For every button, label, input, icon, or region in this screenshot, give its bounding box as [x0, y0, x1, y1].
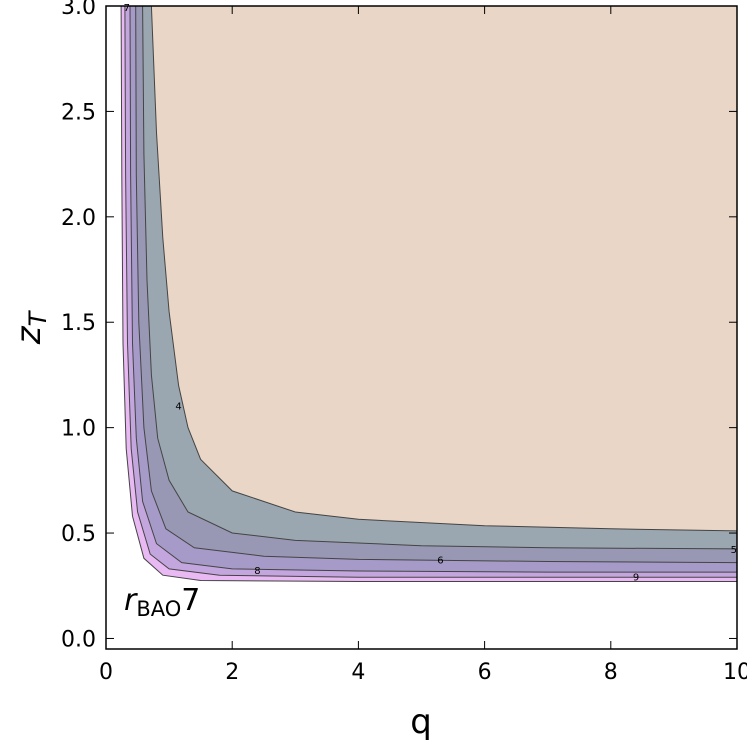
x-tick-label-0: 0 — [99, 660, 113, 685]
plot-frame — [105, 5, 738, 650]
x-axis-label: q — [410, 702, 432, 742]
y-tick-label-0: 0.0 — [61, 627, 96, 652]
contour-labels: 4 5 6 7 8 9 — [124, 3, 737, 583]
annotation-sub: BAO — [136, 597, 181, 621]
region-top — [151, 6, 737, 531]
contour-label-4: 4 — [175, 402, 181, 413]
annotation-main: r — [124, 583, 138, 618]
contour-label-6: 6 — [437, 555, 443, 566]
x-tick-label-2: 4 — [351, 660, 365, 685]
axis-ticks — [105, 5, 738, 649]
y-tick-label-5: 2.5 — [61, 100, 96, 125]
y-axis-label: zT — [9, 309, 52, 345]
axis-tick-labels: 0 2 4 6 8 10 0.0 0.5 1.0 1.5 2.0 2.5 3.0 — [61, 0, 747, 685]
x-tick-label-3: 6 — [478, 660, 492, 685]
contour-label-8: 8 — [254, 566, 260, 577]
contour-lines — [120, 6, 737, 582]
y-tick-label-1: 0.5 — [61, 522, 96, 547]
contour-label-5: 5 — [731, 545, 737, 556]
contour-line-9 — [120, 6, 737, 582]
plot-annotation: rBAO7 — [124, 583, 200, 621]
x-tick-label-4: 8 — [604, 660, 618, 685]
annotation-suffix: 7 — [181, 583, 200, 618]
contour-label-7: 7 — [124, 3, 130, 14]
contour-label-9: 9 — [633, 572, 639, 583]
y-tick-label-6: 3.0 — [61, 0, 96, 20]
contour-line-4 — [150, 6, 737, 532]
y-tick-label-2: 1.0 — [61, 417, 96, 442]
contour-regions — [106, 6, 737, 649]
x-tick-label-1: 2 — [225, 660, 239, 685]
contour-line-6 — [135, 6, 737, 564]
y-tick-label-4: 2.0 — [61, 206, 96, 231]
x-tick-label-5: 10 — [723, 660, 747, 685]
contour-line-8 — [124, 6, 737, 578]
y-tick-label-3: 1.5 — [61, 311, 96, 336]
y-axis-label-main: z — [9, 325, 49, 345]
y-axis-label-sub: T — [24, 309, 52, 326]
contour-line-5 — [142, 6, 737, 550]
contour-line-7 — [129, 6, 737, 573]
